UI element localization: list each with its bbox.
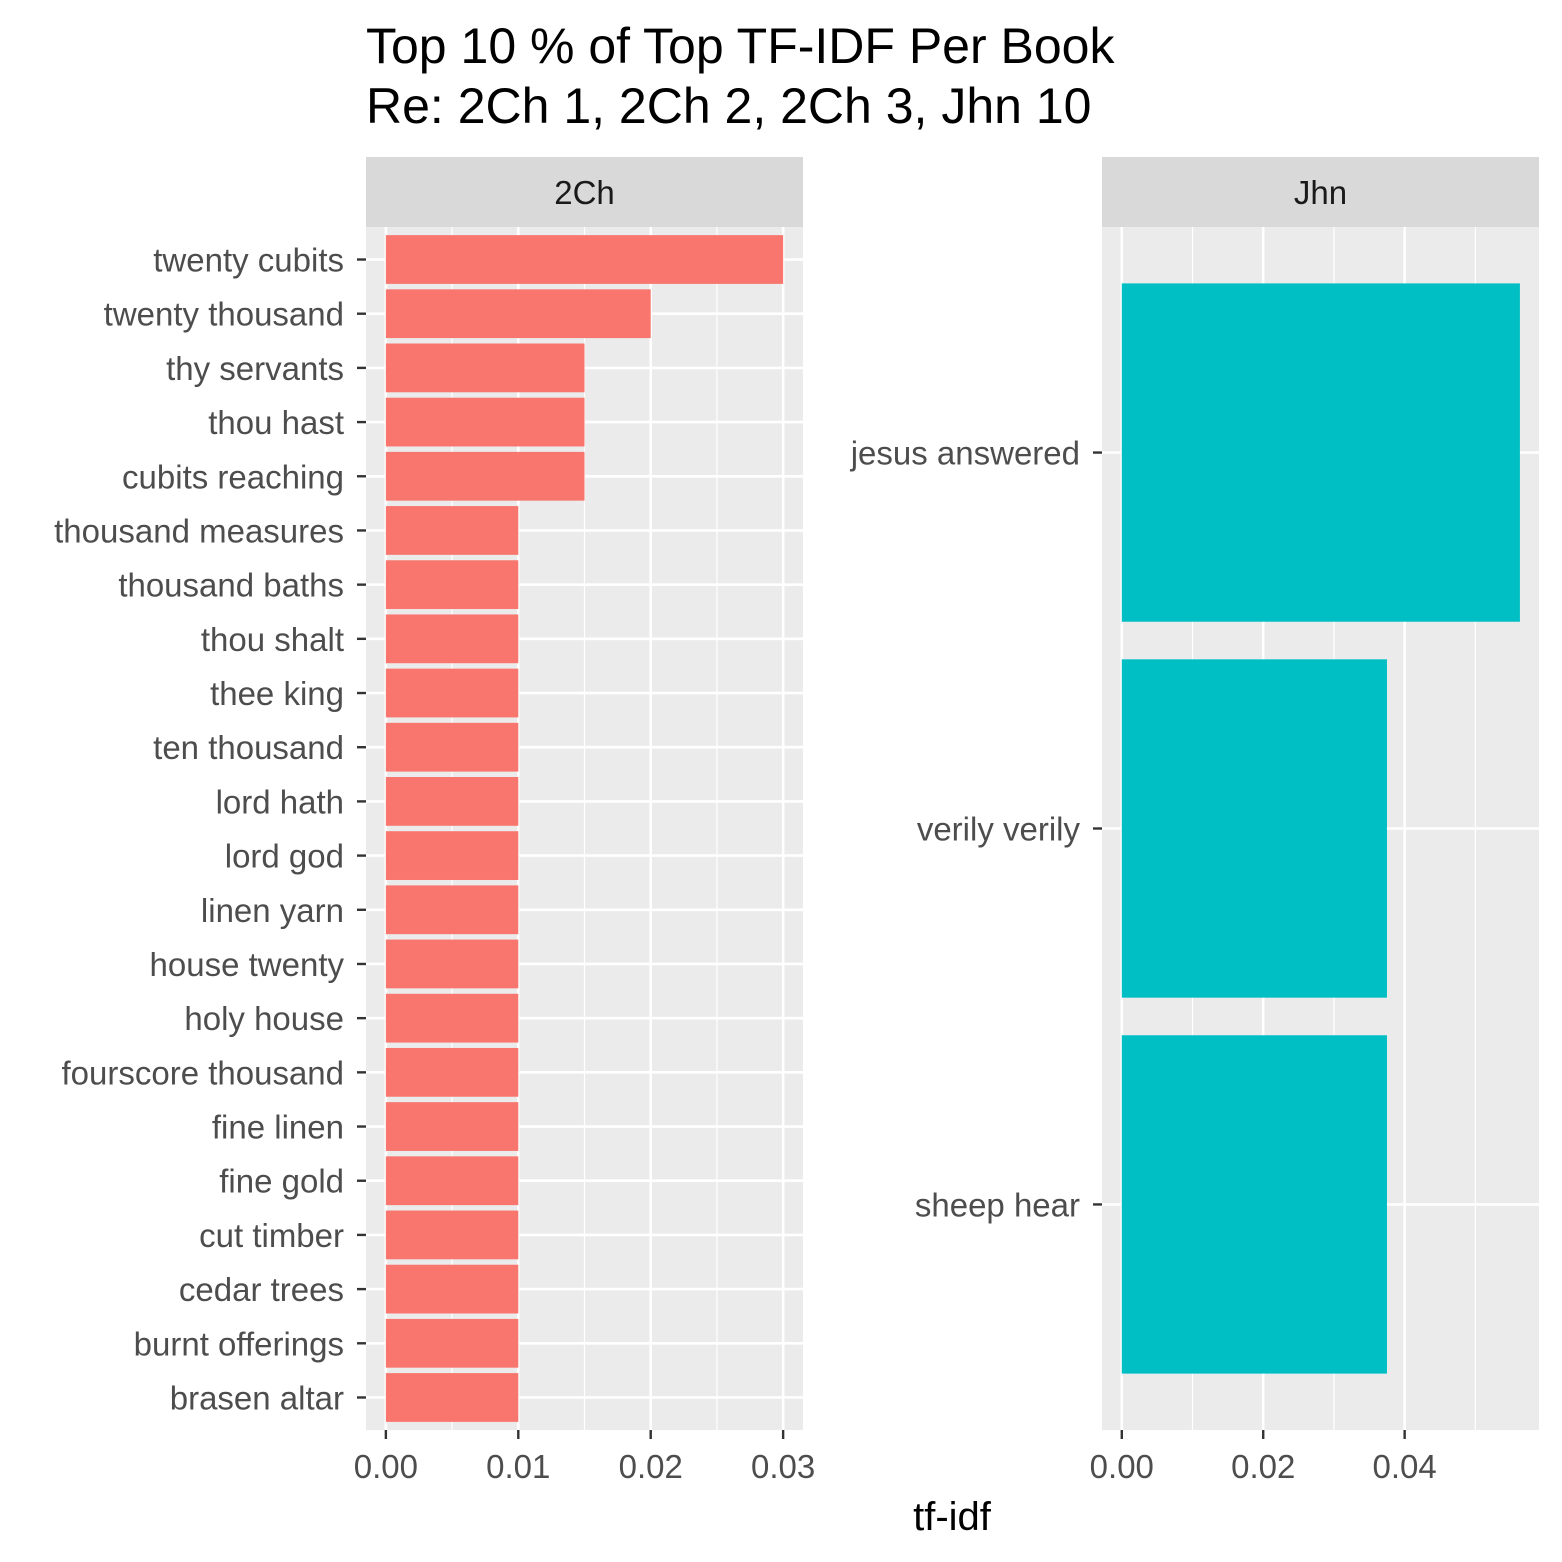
bar-2ch-brasen-altar xyxy=(385,1373,519,1422)
bar-2ch-fourscore-thousand xyxy=(385,1047,519,1097)
x-tick-label-2ch: 0.03 xyxy=(751,1448,815,1485)
y-tick-label-2ch-lord-hath: lord hath xyxy=(216,783,344,820)
bar-2ch-cedar-trees xyxy=(385,1264,519,1314)
x-tick-label-jhn: 0.04 xyxy=(1373,1448,1437,1485)
y-tick-label-2ch-fine-gold: fine gold xyxy=(219,1163,344,1200)
y-tick-label-2ch-thou-hast: thou hast xyxy=(208,404,344,441)
bar-2ch-linen-yarn xyxy=(385,885,519,935)
y-tick-label-2ch-fourscore-thousand: fourscore thousand xyxy=(61,1054,344,1091)
y-tick-label-2ch-thee-king: thee king xyxy=(210,675,344,712)
y-tick-label-2ch-burnt-offerings: burnt offerings xyxy=(134,1325,344,1362)
bars-2ch xyxy=(385,235,784,1422)
bar-2ch-burnt-offerings xyxy=(385,1318,519,1368)
x-axis-jhn: 0.00 0.02 0.04 xyxy=(1090,1430,1437,1485)
y-tick-label-2ch-thousand-measures: thousand measures xyxy=(54,512,344,549)
bar-2ch-thousand-baths xyxy=(385,560,519,610)
y-tick-label-jhn-verily-verily: verily verily xyxy=(917,811,1081,848)
y-tick-label-2ch-twenty-thousand: twenty thousand xyxy=(104,296,344,333)
bar-2ch-cubits-reaching xyxy=(385,451,585,501)
bar-2ch-twenty-cubits xyxy=(385,235,784,284)
chart-subtitle: Re: 2Ch 1, 2Ch 2, 2Ch 3, Jhn 10 xyxy=(366,78,1091,134)
bar-jhn-verily-verily xyxy=(1121,659,1387,998)
bar-2ch-fine-linen xyxy=(385,1102,519,1151)
y-axis-jhn: jesus answered verily verily sheep hear xyxy=(850,435,1102,1223)
bar-2ch-thee-king xyxy=(385,668,519,718)
y-tick-label-2ch-fine-linen: fine linen xyxy=(212,1109,344,1146)
facet-strip-2ch xyxy=(366,157,803,227)
y-tick-label-2ch-thousand-baths: thousand baths xyxy=(118,567,344,604)
y-tick-label-2ch-lord-god: lord god xyxy=(225,838,344,875)
x-tick-label-jhn: 0.02 xyxy=(1231,1448,1295,1485)
bar-2ch-ten-thousand xyxy=(385,722,519,772)
x-tick-label-2ch: 0.01 xyxy=(486,1448,550,1485)
facet-2ch: 2Ch twenty cubits twenty thousand thy serv… xyxy=(54,157,815,1485)
y-tick-label-2ch-cubits-reaching: cubits reaching xyxy=(122,458,344,495)
x-tick-label-jhn: 0.00 xyxy=(1090,1448,1154,1485)
bar-2ch-lord-god xyxy=(385,831,519,880)
y-tick-label-2ch-twenty-cubits: twenty cubits xyxy=(153,242,344,279)
bar-2ch-holy-house xyxy=(385,993,519,1043)
bar-2ch-house-twenty xyxy=(385,939,519,989)
bar-jhn-jesus-answered xyxy=(1121,283,1520,622)
bar-jhn-sheep-hear xyxy=(1121,1035,1387,1374)
y-tick-label-2ch-house-twenty: house twenty xyxy=(150,946,345,983)
y-tick-label-jhn-sheep-hear: sheep hear xyxy=(915,1186,1080,1223)
bar-2ch-fine-gold xyxy=(385,1156,519,1206)
bar-2ch-thou-shalt xyxy=(385,614,519,664)
x-tick-label-2ch: 0.00 xyxy=(354,1448,418,1485)
facet-strip-label-jhn: Jhn xyxy=(1294,174,1347,211)
bar-2ch-twenty-thousand xyxy=(385,289,651,339)
y-tick-label-2ch-linen-yarn: linen yarn xyxy=(201,892,344,929)
x-tick-label-2ch: 0.02 xyxy=(619,1448,683,1485)
bar-2ch-thy-servants xyxy=(385,343,585,393)
y-tick-label-2ch-brasen-altar: brasen altar xyxy=(170,1379,344,1416)
x-axis-title: tf-idf xyxy=(913,1495,992,1539)
bar-2ch-lord-hath xyxy=(385,777,519,826)
y-tick-label-2ch-thou-shalt: thou shalt xyxy=(201,621,344,658)
facet-strip-label-2ch: 2Ch xyxy=(554,174,615,211)
bar-2ch-thousand-measures xyxy=(385,506,519,555)
y-tick-label-2ch-cedar-trees: cedar trees xyxy=(179,1271,344,1308)
y-tick-label-2ch-holy-house: holy house xyxy=(184,1000,344,1037)
y-tick-label-2ch-thy-servants: thy servants xyxy=(166,350,344,387)
bars-jhn xyxy=(1121,283,1520,1374)
y-axis-2ch: twenty cubits twenty thousand thy servants… xyxy=(54,242,366,1416)
facet-strip-jhn xyxy=(1102,157,1539,227)
y-tick-label-2ch-ten-thousand: ten thousand xyxy=(153,729,344,766)
x-axis-2ch: 0.00 0.01 0.02 0.03 xyxy=(354,1430,815,1485)
bar-2ch-cut-timber xyxy=(385,1210,519,1260)
chart-title: Top 10 % of Top TF-IDF Per Book xyxy=(366,18,1115,74)
bar-2ch-thou-hast xyxy=(385,397,585,447)
y-tick-label-jhn-jesus-answered: jesus answered xyxy=(850,435,1080,472)
facet-jhn: Jhn jesus answered verily verily sheep hea… xyxy=(850,157,1539,1485)
y-tick-label-2ch-cut-timber: cut timber xyxy=(199,1217,344,1254)
